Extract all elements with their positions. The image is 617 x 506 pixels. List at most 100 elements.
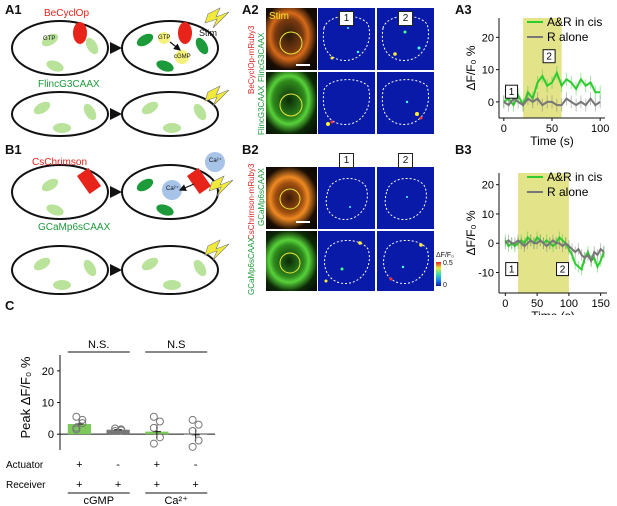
a1-cgmp: cGMP bbox=[174, 54, 191, 60]
b2-merge-image bbox=[266, 167, 317, 229]
b2-label-bottom: GCaMp6sCAAX bbox=[247, 237, 256, 295]
x-tick-label: 0 bbox=[501, 123, 507, 135]
actuator-sign: + bbox=[154, 459, 160, 471]
legend-label-1: R alone bbox=[547, 30, 589, 44]
y-tick-label: 20 bbox=[42, 366, 54, 378]
data-point bbox=[188, 442, 197, 451]
b2-frame-1-marker: 1 bbox=[339, 153, 354, 168]
a2-heatmap-1-bottom bbox=[318, 72, 375, 134]
x-tick-label: 100 bbox=[560, 298, 578, 310]
frame-marker-box bbox=[505, 262, 519, 277]
b1-actuator-label: CsChrimson bbox=[32, 157, 88, 168]
legend-label-0: A&R in cis bbox=[547, 170, 602, 184]
a2-heatmap-2-bottom bbox=[377, 72, 434, 134]
series-line-1 bbox=[503, 96, 601, 107]
frame-marker-box bbox=[505, 84, 519, 99]
chart-b3: -10 0 10 20 0 50 100 150 Time (s) ΔF/F₀ % A&R in c… bbox=[464, 170, 610, 315]
colorbar-title: ΔF/F₀ bbox=[436, 252, 455, 259]
y-axis-label: ΔF/F₀ % bbox=[464, 210, 478, 255]
series-line-1 bbox=[504, 238, 605, 264]
row-label-receiver: Receiver bbox=[6, 480, 46, 491]
y-tick-label: 0 bbox=[48, 429, 54, 441]
b2-heatmap-1-top bbox=[318, 167, 375, 229]
data-point bbox=[78, 415, 87, 424]
a1-schematic bbox=[11, 7, 230, 137]
y-tick-label: 20 bbox=[482, 180, 494, 192]
y-tick-label: 0 bbox=[488, 97, 494, 109]
data-point bbox=[117, 426, 126, 435]
a2-label-bottom: FlincG3CAAX bbox=[257, 85, 266, 135]
actuator-sign: - bbox=[116, 459, 120, 471]
group-label-1: Ca²⁺ bbox=[164, 495, 188, 506]
data-point bbox=[188, 427, 197, 435]
b1-ca-in: Ca²⁺ bbox=[166, 186, 179, 192]
panel-label-b1: B1 bbox=[5, 142, 22, 157]
frame-marker-label: 2 bbox=[546, 52, 552, 63]
b1-ca-out: Ca²⁺ bbox=[209, 158, 222, 164]
colorbar-min: 0 bbox=[443, 282, 447, 289]
legend-label-0: A&R in cis bbox=[547, 15, 602, 29]
a1-actuator-label: BeCyclOp bbox=[44, 8, 90, 19]
b2-frame-2-marker: 2 bbox=[398, 153, 413, 168]
b2-heatmap-1-bottom bbox=[318, 231, 375, 291]
a1-stim-label: Stim bbox=[199, 28, 217, 38]
y-axis-label: Peak ΔF/F₀ % bbox=[18, 356, 33, 438]
data-point bbox=[155, 417, 164, 426]
data-point bbox=[78, 419, 87, 428]
b2-heatmap-2-top bbox=[377, 167, 434, 229]
a2-frame-2-marker: 2 bbox=[398, 11, 413, 26]
data-point bbox=[149, 423, 158, 432]
a1-receiver-label: FlincG3CAAX bbox=[38, 79, 100, 90]
x-axis-label: Time (s) bbox=[530, 134, 574, 148]
data-point bbox=[111, 424, 120, 433]
panel-label-a2: A2 bbox=[242, 2, 259, 17]
actuator-sign: - bbox=[194, 459, 198, 471]
y-tick-label: 10 bbox=[482, 209, 494, 221]
a2-label-top-green: FlincG3CAAX bbox=[257, 32, 266, 82]
data-point bbox=[188, 415, 197, 424]
x-tick-label: 50 bbox=[546, 123, 558, 135]
group-label-0: cGMP bbox=[83, 495, 114, 506]
frame-marker-label: 1 bbox=[509, 265, 515, 276]
a2-stim-label: Stim bbox=[269, 11, 289, 22]
b1-receiver-label: GCaMp6sCAAX bbox=[38, 222, 111, 233]
x-tick-label: 150 bbox=[591, 298, 609, 310]
x-tick-label: 100 bbox=[591, 123, 609, 135]
colorbar-max: 0.5 bbox=[443, 260, 453, 267]
b2-heatmap-2-bottom bbox=[377, 231, 434, 291]
a1-gtp-left: GTP bbox=[43, 36, 56, 42]
data-point bbox=[194, 436, 203, 445]
data-point bbox=[72, 425, 81, 434]
series-line-0 bbox=[504, 235, 605, 272]
frame-marker-label: 1 bbox=[509, 87, 515, 98]
x-axis-label: Time (s) bbox=[531, 309, 575, 315]
frame-marker-box bbox=[542, 49, 556, 64]
data-point bbox=[155, 433, 164, 442]
significance-label-1: N.S bbox=[167, 339, 185, 351]
panel-label-c: C bbox=[5, 298, 15, 313]
data-point bbox=[194, 420, 203, 429]
data-point bbox=[149, 412, 158, 421]
actuator-sign: + bbox=[76, 459, 82, 471]
chart-c: 0 10 20 Peak ΔF/F₀ % + + - + + + - + Actuator Receive… bbox=[6, 339, 215, 506]
data-point bbox=[149, 439, 158, 448]
a1-gtp-right: GTP bbox=[158, 35, 171, 41]
panel-label-b2: B2 bbox=[242, 142, 259, 157]
b2-label-top: CsChrimson-mRuby3 bbox=[247, 163, 256, 240]
b2-label-top-green: GCaMp6sCAAX bbox=[257, 168, 266, 226]
row-label-actuator: Actuator bbox=[6, 460, 44, 471]
panel-label-b3: B3 bbox=[455, 142, 472, 157]
legend-label-1: R alone bbox=[547, 185, 589, 199]
b1-schematic bbox=[11, 152, 234, 295]
y-tick-label: 0 bbox=[488, 238, 494, 250]
x-tick-label: 50 bbox=[531, 298, 543, 310]
y-axis-label: ΔF/F₀ % bbox=[464, 45, 478, 90]
receiver-sign: + bbox=[192, 479, 198, 491]
y-tick-label: 10 bbox=[42, 398, 54, 410]
panel-label-a3: A3 bbox=[455, 2, 472, 17]
a2-green-image bbox=[266, 72, 317, 134]
frame-marker-box bbox=[556, 262, 570, 277]
a2-label-top: BeCyclOp-mRuby3 bbox=[247, 25, 256, 94]
significance-label-0: N.S. bbox=[88, 339, 109, 351]
